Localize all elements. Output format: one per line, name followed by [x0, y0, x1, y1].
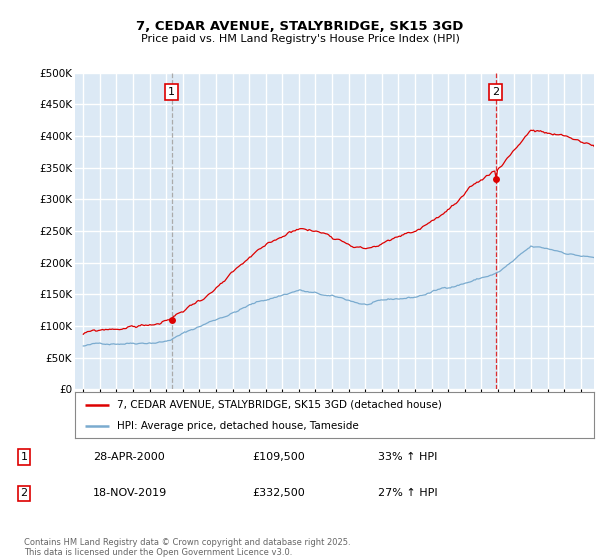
Text: £332,500: £332,500 — [252, 488, 305, 498]
Text: 7, CEDAR AVENUE, STALYBRIDGE, SK15 3GD: 7, CEDAR AVENUE, STALYBRIDGE, SK15 3GD — [136, 20, 464, 32]
Text: HPI: Average price, detached house, Tameside: HPI: Average price, detached house, Tame… — [116, 422, 358, 431]
Text: 28-APR-2000: 28-APR-2000 — [93, 452, 165, 462]
Text: 27% ↑ HPI: 27% ↑ HPI — [378, 488, 437, 498]
Text: Price paid vs. HM Land Registry's House Price Index (HPI): Price paid vs. HM Land Registry's House … — [140, 34, 460, 44]
Text: £109,500: £109,500 — [252, 452, 305, 462]
Text: 33% ↑ HPI: 33% ↑ HPI — [378, 452, 437, 462]
Text: 1: 1 — [20, 452, 28, 462]
Text: 7, CEDAR AVENUE, STALYBRIDGE, SK15 3GD (detached house): 7, CEDAR AVENUE, STALYBRIDGE, SK15 3GD (… — [116, 400, 442, 410]
Text: 1: 1 — [168, 87, 175, 97]
Text: Contains HM Land Registry data © Crown copyright and database right 2025.
This d: Contains HM Land Registry data © Crown c… — [24, 538, 350, 557]
Text: 2: 2 — [20, 488, 28, 498]
Text: 18-NOV-2019: 18-NOV-2019 — [93, 488, 167, 498]
Text: 2: 2 — [492, 87, 499, 97]
